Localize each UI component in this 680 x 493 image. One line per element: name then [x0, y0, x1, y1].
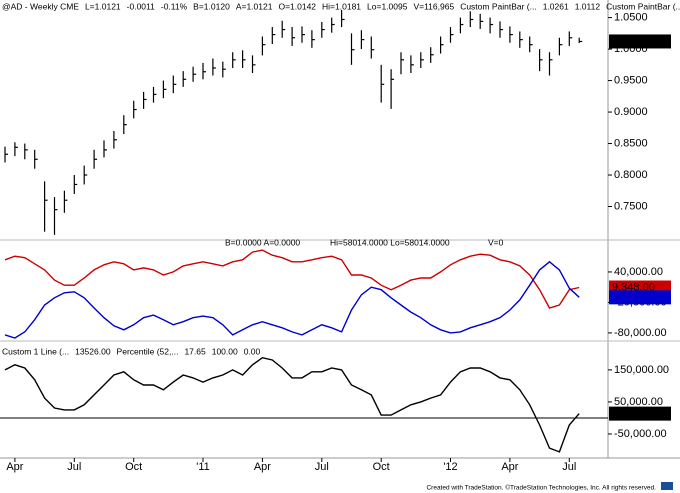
header-item: Percentile (52,...: [117, 346, 179, 356]
y-tick-label: 0.8500: [614, 137, 648, 149]
logo: [661, 482, 673, 490]
x-tick-label: '12: [443, 461, 457, 473]
last-value-box: [609, 290, 671, 305]
y-tick-label: 0.9500: [614, 74, 648, 86]
y-tick-label: 40,000.00: [614, 266, 663, 278]
y-tick-label: 0.9000: [614, 106, 648, 118]
y-tick-label: 150,000.00: [614, 364, 669, 376]
header-item: 1.0261: [543, 1, 569, 11]
header-item: Hi=58014.0000 Lo=58014.0000: [330, 237, 450, 247]
footer: Created with TradeStation. ©TradeStation…: [426, 484, 656, 492]
header-item: Lo=1.0095: [367, 1, 408, 11]
y-tick-label: 50,000.00: [614, 396, 663, 408]
series-line: [4, 260, 580, 339]
header-item: L=1.0121: [85, 1, 121, 11]
header-item: Custom PaintBar (...: [460, 1, 537, 11]
header-item: V=0: [488, 237, 504, 247]
x-tick-label: Apr: [6, 461, 23, 473]
header-item: Custom PaintBar (...: [606, 1, 680, 11]
series-line: [4, 356, 580, 453]
header-item: @AD - Weekly CME: [2, 1, 79, 11]
x-tick-label: Apr: [254, 461, 271, 473]
header-item: V=116,965: [413, 1, 454, 11]
header-item: 17.65: [184, 346, 206, 356]
x-tick-label: Jul: [562, 461, 576, 473]
header-item: 100.00: [212, 346, 238, 356]
y-tick-label: 1.0500: [614, 12, 648, 24]
header-item: 0.00: [244, 346, 261, 356]
y-tick-label: 0.7500: [614, 200, 648, 212]
header-item: B=0.0000 A=0.0000: [225, 237, 300, 247]
last-value-label: 13,526.00: [612, 408, 661, 420]
x-tick-label: Oct: [373, 461, 390, 473]
header-item: 1.0112: [575, 1, 601, 11]
series-line: [4, 249, 580, 309]
x-tick-label: '11: [196, 461, 210, 473]
x-tick-label: Jul: [67, 461, 81, 473]
y-tick-label: -50,000.00: [614, 428, 667, 440]
last-value-box: [609, 406, 671, 421]
header-item: A=1.0121: [236, 1, 273, 11]
last-value-label: 1.0121: [612, 35, 646, 47]
x-tick-label: Apr: [501, 461, 518, 473]
header-item: Custom 1 Line (...: [2, 346, 69, 356]
header-item: -0.11%: [161, 1, 188, 11]
y-tick-label: 0.8000: [614, 169, 648, 181]
x-tick-label: Jul: [315, 461, 329, 473]
x-tick-label: Oct: [125, 461, 142, 473]
header-item: B=1.0120: [193, 1, 230, 11]
header-item: -0.0011: [127, 1, 155, 11]
header-item: 13526.00: [75, 346, 111, 356]
header-item: O=1.0142: [278, 1, 316, 11]
y-tick-label: -80,000.00: [614, 327, 667, 339]
header-item: Hi=1.0181: [322, 1, 361, 11]
last-value-box: [609, 34, 671, 49]
